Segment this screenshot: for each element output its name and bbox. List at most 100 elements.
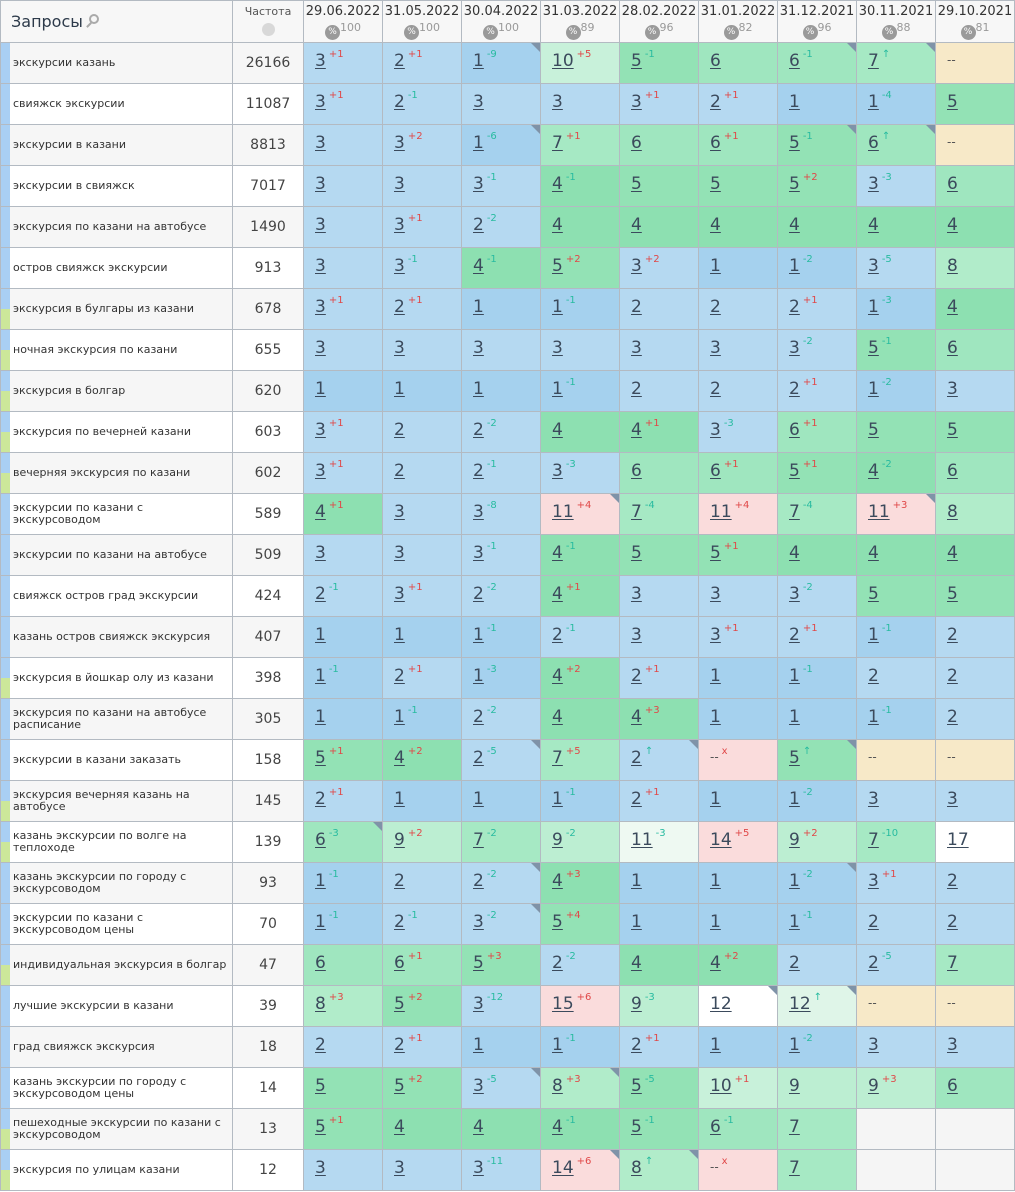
position-value[interactable]: 3	[868, 789, 879, 809]
position-value[interactable]: 7	[789, 502, 800, 522]
position-cell[interactable]: 1 -1	[303, 903, 383, 945]
query-cell[interactable]: экскурсия в болгар	[0, 370, 233, 412]
position-value[interactable]: 14	[552, 1158, 574, 1178]
position-cell[interactable]: 5	[856, 575, 936, 617]
position-value[interactable]: 5	[789, 461, 800, 481]
position-value[interactable]: 9	[789, 830, 800, 850]
position-cell[interactable]: 1	[698, 862, 778, 904]
position-value[interactable]: 1	[315, 379, 326, 399]
note-corner-icon[interactable]	[689, 740, 698, 749]
position-value[interactable]: 9	[552, 830, 563, 850]
query-cell[interactable]: пешеходные экскурсии по казани с экскурс…	[0, 1108, 233, 1150]
position-value[interactable]: 2	[868, 666, 879, 686]
position-cell[interactable]: 1 -2	[777, 1026, 857, 1068]
position-value[interactable]: 1	[315, 871, 326, 891]
position-value[interactable]: 2	[473, 215, 484, 235]
note-corner-icon[interactable]	[610, 1068, 619, 1077]
position-cell[interactable]: 3	[856, 780, 936, 822]
position-cell[interactable]: -- x	[698, 739, 778, 781]
position-value[interactable]: 3	[315, 215, 326, 235]
position-value[interactable]: 8	[947, 502, 958, 522]
position-cell[interactable]: 5 +4	[540, 903, 620, 945]
position-value[interactable]: 7	[789, 1117, 800, 1137]
position-value[interactable]: 2	[473, 707, 484, 727]
position-value[interactable]: 4	[473, 256, 484, 276]
position-cell[interactable]: 3 +1	[619, 83, 699, 125]
position-cell[interactable]: 2	[935, 698, 1015, 740]
position-cell[interactable]: 2 +1	[619, 657, 699, 699]
position-value[interactable]: 10	[552, 51, 574, 71]
position-value[interactable]: 1	[394, 625, 405, 645]
position-cell[interactable]: 14 +6	[540, 1149, 620, 1191]
position-value[interactable]: 6	[394, 953, 405, 973]
position-value[interactable]: 1	[473, 666, 484, 686]
position-value[interactable]: 1	[868, 92, 879, 112]
position-cell[interactable]: 14 +5	[698, 821, 778, 863]
position-cell[interactable]: --	[856, 739, 936, 781]
position-value[interactable]: 3	[710, 338, 721, 358]
position-value[interactable]: 7	[868, 830, 879, 850]
position-value[interactable]: 1	[868, 707, 879, 727]
position-value[interactable]: 3	[473, 174, 484, 194]
position-cell[interactable]: 5 -1	[619, 42, 699, 84]
position-value[interactable]: 6	[710, 461, 721, 481]
position-cell[interactable]: 3 -8	[461, 493, 541, 535]
position-cell[interactable]: 3 +1	[382, 206, 462, 248]
date-header[interactable]: 30.11.2021% 88	[856, 0, 936, 43]
position-cell[interactable]: 2	[382, 452, 462, 494]
position-cell[interactable]: 2	[856, 903, 936, 945]
query-cell[interactable]: град свияжск экскурсия	[0, 1026, 233, 1068]
position-cell[interactable]: 6	[935, 452, 1015, 494]
position-value[interactable]: 3	[789, 338, 800, 358]
position-cell[interactable]: 1 -2	[856, 370, 936, 412]
position-value[interactable]: 4	[552, 666, 563, 686]
position-value[interactable]: 2	[473, 461, 484, 481]
position-value[interactable]: 4	[552, 215, 563, 235]
note-corner-icon[interactable]	[926, 125, 935, 134]
position-cell[interactable]: 1 -1	[856, 698, 936, 740]
position-value[interactable]: 1	[710, 666, 721, 686]
position-cell[interactable]: 4 +1	[540, 575, 620, 617]
position-cell[interactable]: 4	[856, 534, 936, 576]
note-corner-icon[interactable]	[610, 494, 619, 503]
position-value[interactable]: 3	[394, 133, 405, 153]
note-corner-icon[interactable]	[847, 125, 856, 134]
position-value[interactable]: 3	[315, 338, 326, 358]
position-value[interactable]: 7	[947, 953, 958, 973]
position-cell[interactable]: 3 +1	[303, 42, 383, 84]
position-value[interactable]: 1	[394, 707, 405, 727]
position-cell[interactable]: 1 -1	[540, 1026, 620, 1068]
position-cell[interactable]: 3 -11	[461, 1149, 541, 1191]
position-cell[interactable]: 3	[461, 83, 541, 125]
position-value[interactable]: 3	[473, 912, 484, 932]
position-value[interactable]: 5	[868, 338, 879, 358]
position-cell[interactable]: 5 -1	[619, 1108, 699, 1150]
position-cell[interactable]: 3 -2	[777, 329, 857, 371]
position-cell[interactable]: 1	[698, 903, 778, 945]
position-cell[interactable]: 2 +1	[382, 1026, 462, 1068]
position-cell[interactable]: 5 -1	[777, 124, 857, 166]
date-header[interactable]: 31.03.2022% 89	[540, 0, 620, 43]
position-cell[interactable]: 1	[303, 370, 383, 412]
position-cell[interactable]: 6 +1	[777, 411, 857, 453]
position-value[interactable]: 1	[473, 789, 484, 809]
position-cell[interactable]: 5 -5	[619, 1067, 699, 1109]
position-value[interactable]: 2	[631, 666, 642, 686]
position-value[interactable]: 5	[947, 92, 958, 112]
position-value[interactable]: 5	[631, 543, 642, 563]
position-cell[interactable]: 4	[935, 206, 1015, 248]
position-cell[interactable]: 5	[935, 83, 1015, 125]
position-value[interactable]: 2	[631, 1035, 642, 1055]
position-cell[interactable]: 5 +1	[303, 739, 383, 781]
position-cell[interactable]: 3 -3	[540, 452, 620, 494]
position-value[interactable]: 2	[552, 953, 563, 973]
position-value[interactable]: 4	[552, 420, 563, 440]
position-value[interactable]: 3	[473, 1076, 484, 1096]
position-cell[interactable]: 2	[382, 862, 462, 904]
query-cell[interactable]: экскурсия в булгары из казани	[0, 288, 233, 330]
position-value[interactable]: 3	[315, 461, 326, 481]
position-cell[interactable]: 3	[619, 616, 699, 658]
position-value[interactable]: 2	[710, 297, 721, 317]
position-value[interactable]: 2	[394, 871, 405, 891]
query-cell[interactable]: экскурсия вечерняя казань на автобусе	[0, 780, 233, 822]
